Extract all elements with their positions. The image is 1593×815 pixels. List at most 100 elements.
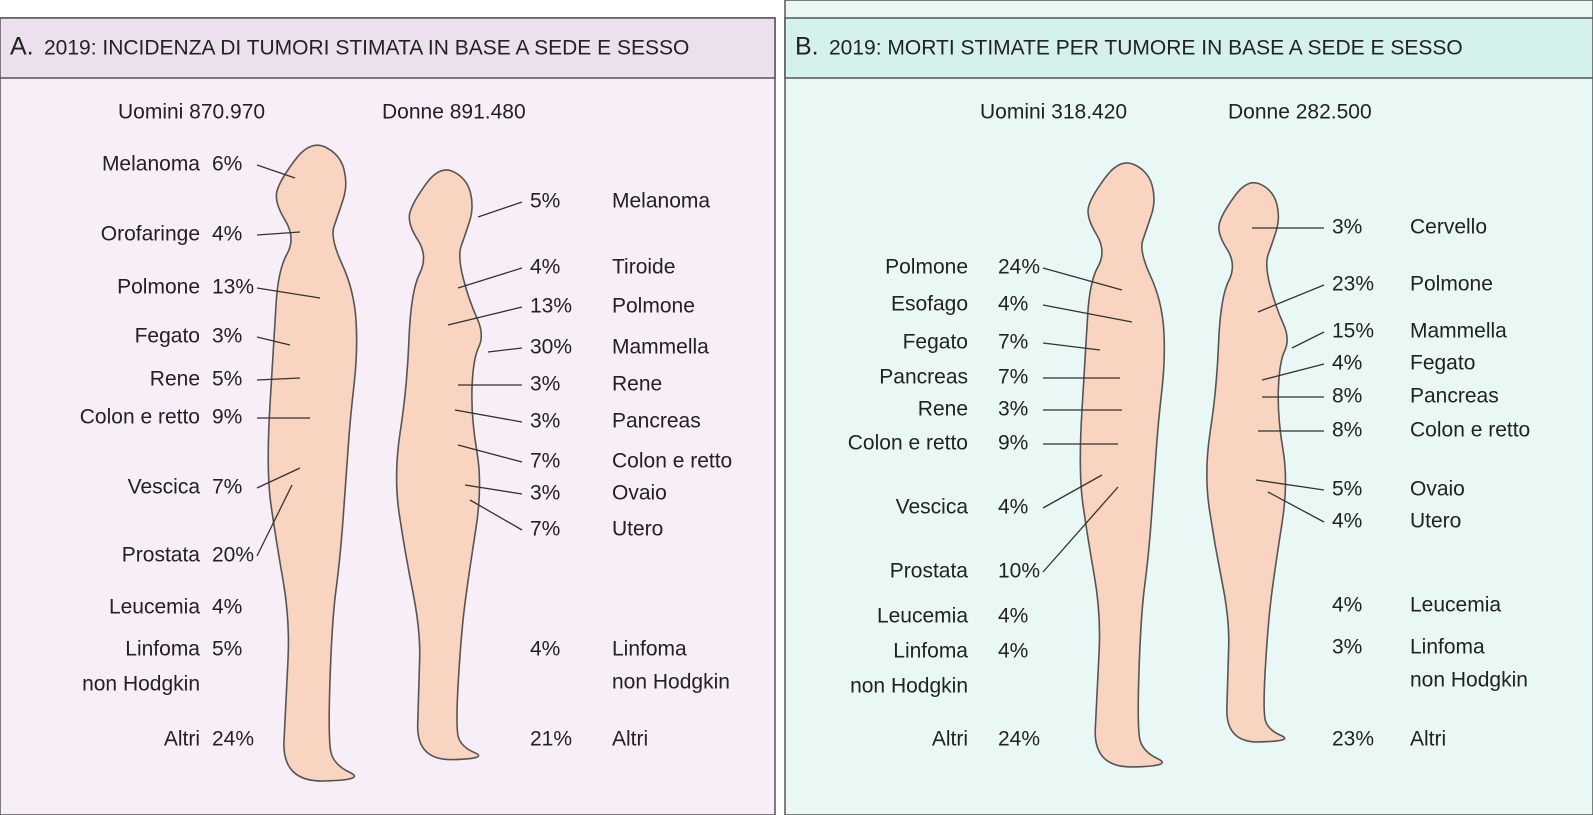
panel-letter: A. — [10, 33, 34, 61]
women-site: Ovaio — [612, 482, 667, 505]
women-pct: 21% — [530, 728, 572, 751]
women-pct: 7% — [530, 518, 560, 541]
women-pct: 7% — [530, 450, 560, 473]
men-pct: 9% — [212, 406, 242, 429]
men-total: Uomini 318.420 — [980, 101, 1127, 124]
men-site: Prostata — [122, 544, 201, 567]
men-pct: 4% — [212, 223, 242, 246]
women-pct: 3% — [1332, 216, 1362, 239]
men-pct: 20% — [212, 544, 254, 567]
men-total: Uomini 870.970 — [118, 101, 265, 124]
men-site: Orofaringe — [101, 223, 200, 246]
women-site: Linfoma — [612, 638, 687, 661]
men-site: non Hodgkin — [82, 673, 200, 696]
women-pct: 23% — [1332, 728, 1374, 751]
women-site: non Hodgkin — [1410, 669, 1528, 692]
men-site: Linfoma — [893, 640, 968, 663]
women-pct: 4% — [1332, 594, 1362, 617]
panel-title: 2019: INCIDENZA DI TUMORI STIMATA IN BAS… — [44, 37, 689, 60]
men-pct: 7% — [998, 366, 1028, 389]
women-site: Rene — [612, 373, 662, 396]
men-site: Colon e retto — [848, 432, 968, 455]
women-site: Pancreas — [1410, 385, 1499, 408]
women-pct: 3% — [1332, 636, 1362, 659]
men-pct: 24% — [998, 256, 1040, 279]
women-site: Colon e retto — [1410, 419, 1530, 442]
women-pct: 30% — [530, 336, 572, 359]
men-pct: 5% — [212, 638, 242, 661]
men-site: non Hodgkin — [850, 675, 968, 698]
men-pct: 7% — [212, 476, 242, 499]
men-pct: 5% — [212, 368, 242, 391]
women-pct: 23% — [1332, 273, 1374, 296]
women-pct: 3% — [530, 482, 560, 505]
women-site: Ovaio — [1410, 478, 1465, 501]
men-site: Leucemia — [109, 596, 200, 619]
men-site: Fegato — [135, 325, 200, 348]
men-site: Pancreas — [879, 366, 968, 389]
women-pct: 3% — [530, 373, 560, 396]
women-site: Linfoma — [1410, 636, 1485, 659]
women-pct: 8% — [1332, 419, 1362, 442]
women-site: Utero — [1410, 510, 1461, 533]
men-pct: 4% — [998, 293, 1028, 316]
men-pct: 3% — [212, 325, 242, 348]
men-site: Fegato — [903, 331, 968, 354]
women-site: Cervello — [1410, 216, 1487, 239]
men-site: Linfoma — [125, 638, 200, 661]
page: A. 2019: INCIDENZA DI TUMORI STIMATA IN B… — [0, 0, 1593, 815]
women-pct: 13% — [530, 295, 572, 318]
men-pct: 24% — [212, 728, 254, 751]
men-site: Prostata — [890, 560, 969, 583]
men-pct: 4% — [212, 596, 242, 619]
women-site: Utero — [612, 518, 663, 541]
men-pct: 10% — [998, 560, 1040, 583]
women-site: non Hodgkin — [612, 671, 730, 694]
women-site: Altri — [612, 728, 648, 751]
men-site: Vescica — [128, 476, 201, 499]
men-pct: 6% — [212, 153, 242, 176]
women-pct: 4% — [1332, 352, 1362, 375]
women-site: Polmone — [612, 295, 695, 318]
panel-title: 2019: MORTI STIMATE PER TUMORE IN BASE A… — [829, 37, 1463, 60]
men-pct: 4% — [998, 496, 1028, 519]
men-pct: 3% — [998, 398, 1028, 421]
men-pct: 4% — [998, 605, 1028, 628]
women-pct: 5% — [1332, 478, 1362, 501]
men-site: Altri — [164, 728, 200, 751]
women-site: Altri — [1410, 728, 1446, 751]
men-pct: 9% — [998, 432, 1028, 455]
men-pct: 7% — [998, 331, 1028, 354]
women-pct: 5% — [530, 190, 560, 213]
women-pct: 3% — [530, 410, 560, 433]
men-site: Melanoma — [102, 153, 200, 176]
men-site: Leucemia — [877, 605, 968, 628]
women-site: Melanoma — [612, 190, 710, 213]
men-pct: 13% — [212, 276, 254, 299]
men-pct: 4% — [998, 640, 1028, 663]
women-pct: 4% — [530, 256, 560, 279]
men-site: Esofago — [891, 293, 968, 316]
women-pct: 8% — [1332, 385, 1362, 408]
men-site: Polmone — [117, 276, 200, 299]
men-pct: 24% — [998, 728, 1040, 751]
women-site: Colon e retto — [612, 450, 732, 473]
men-site: Rene — [918, 398, 968, 421]
women-total: Donne 891.480 — [382, 101, 526, 124]
women-site: Fegato — [1410, 352, 1475, 375]
women-pct: 4% — [530, 638, 560, 661]
men-site: Polmone — [885, 256, 968, 279]
women-site: Polmone — [1410, 273, 1493, 296]
men-site: Rene — [150, 368, 200, 391]
women-site: Leucemia — [1410, 594, 1501, 617]
women-pct: 15% — [1332, 320, 1374, 343]
women-total: Donne 282.500 — [1228, 101, 1372, 124]
panel-letter: B. — [795, 33, 819, 61]
women-site: Mammella — [612, 336, 709, 359]
men-site: Altri — [932, 728, 968, 751]
men-site: Colon e retto — [80, 406, 200, 429]
women-site: Pancreas — [612, 410, 701, 433]
women-pct: 4% — [1332, 510, 1362, 533]
women-site: Mammella — [1410, 320, 1507, 343]
men-site: Vescica — [896, 496, 969, 519]
